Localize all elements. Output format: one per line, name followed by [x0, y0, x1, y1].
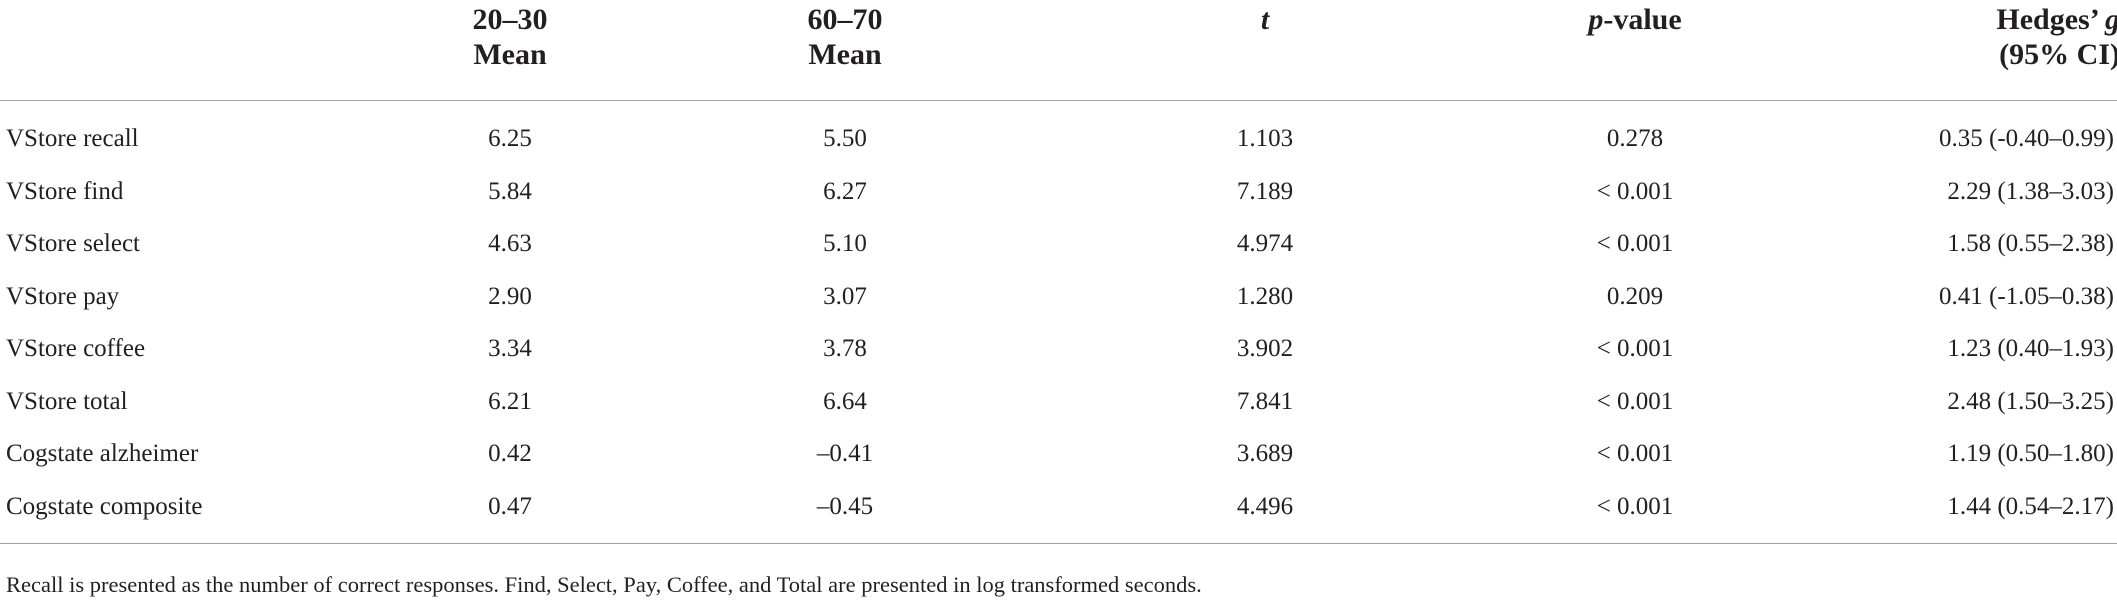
cell-hedges-g: 2.48 (1.50–3.25): [1947, 387, 2114, 415]
table-row: Cogstate composite 0.47 –0.45 4.496 < 0.…: [0, 481, 2117, 534]
cell-mean-20-30: 0.47: [488, 492, 532, 520]
cell-t: 7.841: [1236, 387, 1294, 415]
row-label: VStore select: [6, 230, 140, 257]
cell-mean-20-30: 2.90: [488, 282, 532, 310]
cell-mean-60-70: 3.78: [823, 335, 867, 362]
cell-hedges-g: 1.23 (0.40–1.93): [1947, 335, 2114, 362]
header-p-value: p-value: [1588, 3, 1682, 36]
cell-p-value: < 0.001: [1596, 230, 1674, 257]
header-hedges-g: Hedges’ g (95% CI): [1996, 3, 2117, 71]
cell-p-value: < 0.001: [1596, 387, 1674, 415]
table-row: VStore total 6.21 6.64 7.841 < 0.001 2.4…: [0, 376, 2117, 429]
table-row: VStore pay 2.90 3.07 1.280 0.209 0.41 (-…: [0, 271, 2117, 324]
cell-hedges-g: 1.58 (0.55–2.38): [1947, 230, 2114, 257]
cell-mean-60-70: 6.64: [823, 387, 867, 415]
cell-p-value: < 0.001: [1596, 440, 1674, 467]
cell-mean-60-70: 5.50: [823, 125, 867, 152]
row-label: VStore coffee: [6, 335, 146, 362]
cell-mean-60-70: –0.45: [816, 492, 874, 520]
cell-mean-20-30: 6.21: [488, 387, 532, 415]
cell-p-value: 0.209: [1606, 282, 1664, 310]
cell-t: 3.689: [1236, 440, 1294, 467]
table-row: VStore find 5.84 6.27 7.189 < 0.001 2.29…: [0, 166, 2117, 219]
table-row: VStore coffee 3.34 3.78 3.902 < 0.001 1.…: [0, 323, 2117, 376]
cell-mean-60-70: 5.10: [823, 230, 867, 257]
row-label: Cogstate alzheimer: [6, 440, 199, 467]
cell-mean-20-30: 0.42: [488, 440, 532, 467]
table-header: 20–30 Mean 60–70 Mean t p-value Hedges’ …: [0, 0, 2117, 101]
table-row: VStore select 4.63 5.10 4.974 < 0.001 1.…: [0, 218, 2117, 271]
header-60-70-mean: 60–70 Mean: [807, 3, 883, 71]
row-label: VStore total: [6, 387, 128, 415]
cell-mean-20-30: 4.63: [488, 230, 532, 257]
cell-t: 3.902: [1236, 335, 1294, 362]
header-20-30-mean: 20–30 Mean: [472, 3, 548, 71]
header-t: t: [1260, 3, 1270, 36]
row-label: VStore pay: [6, 282, 120, 310]
results-table: 20–30 Mean 60–70 Mean t p-value Hedges’ …: [0, 0, 2117, 544]
cell-hedges-g: 0.35 (-0.40–0.99): [1939, 125, 2114, 152]
cell-mean-20-30: 3.34: [488, 335, 532, 362]
table-body: VStore recall 6.25 5.50 1.103 0.278 0.35…: [0, 101, 2117, 544]
cell-hedges-g: 1.19 (0.50–1.80): [1947, 440, 2114, 467]
cell-p-value: < 0.001: [1596, 335, 1674, 362]
table-footnote: Recall is presented as the number of cor…: [6, 572, 1202, 597]
row-label: VStore recall: [6, 125, 139, 152]
row-label: VStore find: [6, 177, 124, 205]
table-row: Cogstate alzheimer 0.42 –0.41 3.689 < 0.…: [0, 428, 2117, 481]
cell-p-value: 0.278: [1606, 125, 1664, 152]
cell-t: 1.280: [1236, 282, 1294, 310]
cell-mean-60-70: 6.27: [823, 177, 867, 205]
cell-hedges-g: 2.29 (1.38–3.03): [1947, 177, 2114, 205]
cell-mean-60-70: 3.07: [823, 282, 867, 310]
cell-mean-20-30: 6.25: [488, 125, 532, 152]
cell-t: 4.974: [1236, 230, 1294, 257]
table-row: VStore recall 6.25 5.50 1.103 0.278 0.35…: [0, 113, 2117, 166]
cell-p-value: < 0.001: [1596, 492, 1674, 520]
cell-hedges-g: 1.44 (0.54–2.17): [1947, 492, 2114, 520]
cell-t: 1.103: [1236, 125, 1294, 152]
cell-t: 7.189: [1236, 177, 1294, 205]
cell-mean-60-70: –0.41: [816, 440, 874, 467]
cell-hedges-g: 0.41 (-1.05–0.38): [1939, 282, 2114, 310]
cell-t: 4.496: [1236, 492, 1294, 520]
cell-mean-20-30: 5.84: [488, 177, 532, 205]
row-label: Cogstate composite: [6, 492, 203, 520]
cell-p-value: < 0.001: [1596, 177, 1674, 205]
